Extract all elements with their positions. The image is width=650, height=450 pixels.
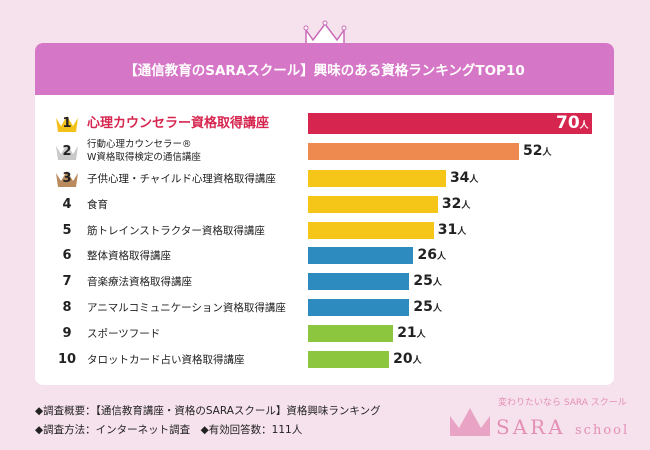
ranking-row: 6 整体資格取得講座 26人 bbox=[35, 243, 614, 269]
bar bbox=[308, 113, 592, 134]
rank-number: 10 bbox=[57, 352, 77, 367]
value-label: 25人 bbox=[413, 299, 442, 315]
bar bbox=[308, 222, 434, 239]
value-label: 32人 bbox=[441, 196, 471, 212]
rank-number: 3 bbox=[62, 171, 72, 186]
bar bbox=[308, 273, 410, 290]
bar bbox=[308, 299, 410, 316]
category-label: 食育 bbox=[87, 199, 108, 211]
logo-name: SARA school bbox=[496, 415, 630, 439]
rank-number: 8 bbox=[62, 300, 72, 315]
rank-number: 6 bbox=[62, 248, 72, 263]
ranking-row: 8 アニマルコミュニケーション資格取得講座 25人 bbox=[35, 295, 614, 321]
bar bbox=[308, 325, 394, 342]
ranking-row: 1 心理カウンセラー資格取得講座 70人 bbox=[35, 111, 614, 137]
category-label: スポーツフード bbox=[87, 328, 161, 340]
ranking-row: 9 スポーツフード 21人 bbox=[35, 321, 614, 347]
bronze-crown-icon bbox=[56, 171, 78, 187]
ranking-card: 【通信教育のSARAスクール】興味のある資格ランキングTOP10 1 心理カウンセ… bbox=[35, 43, 614, 385]
category-label: 子供心理・チャイルド心理資格取得講座 bbox=[87, 173, 276, 185]
category-label: タロットカード占い資格取得講座 bbox=[87, 354, 245, 366]
ranking-row: 10 タロットカード占い資格取得講座 20人 bbox=[35, 347, 614, 373]
bar bbox=[308, 143, 519, 160]
value-label: 31人 bbox=[437, 222, 467, 238]
bar bbox=[308, 170, 446, 187]
chart-title: 【通信教育のSARAスクール】興味のある資格ランキングTOP10 bbox=[35, 43, 614, 95]
rank-number: 9 bbox=[62, 326, 72, 341]
sara-school-logo: 変わりたいなら SARA スクール SARA school bbox=[448, 398, 648, 444]
ranking-row: 3 子供心理・チャイルド心理資格取得講座 34人 bbox=[35, 166, 614, 192]
rank-number: 2 bbox=[62, 144, 72, 159]
logo-crown-icon bbox=[450, 408, 490, 436]
category-label: 行動心理カウンセラー® W資格取得検定の通信講座 bbox=[87, 139, 201, 163]
category-label: 心理カウンセラー資格取得講座 bbox=[87, 116, 270, 131]
rank-number: 5 bbox=[62, 223, 72, 238]
value-label: 52人 bbox=[522, 143, 552, 159]
ranking-row: 4 食育 32人 bbox=[35, 192, 614, 218]
logo-tagline: 変わりたいなら SARA スクール bbox=[498, 398, 627, 408]
rank-number: 1 bbox=[62, 116, 72, 131]
category-label: 筋トレインストラクター資格取得講座 bbox=[87, 225, 265, 237]
category-label: 整体資格取得講座 bbox=[87, 250, 171, 262]
survey-method: ◆調査方法：インターネット調査 ◆有効回答数：111人 bbox=[35, 424, 303, 436]
gold-crown-icon bbox=[56, 116, 78, 132]
silver-crown-icon bbox=[56, 144, 78, 160]
ranking-row: 2 行動心理カウンセラー® W資格取得検定の通信講座 52人 bbox=[35, 139, 614, 165]
value-label: 70人 bbox=[556, 113, 589, 133]
bar bbox=[308, 196, 438, 213]
value-label: 26人 bbox=[417, 247, 446, 263]
value-label: 21人 bbox=[397, 325, 426, 341]
category-label: 音楽療法資格取得講座 bbox=[87, 276, 192, 288]
survey-notes: ◆調査概要：【通信教育講座・資格のSARAスクール】資格興味ランキング ◆調査方… bbox=[35, 402, 381, 440]
rank-number: 7 bbox=[62, 274, 72, 289]
value-label: 20人 bbox=[393, 351, 422, 367]
bar bbox=[308, 247, 414, 264]
value-label: 25人 bbox=[413, 273, 442, 289]
ranking-row: 7 音楽療法資格取得講座 25人 bbox=[35, 269, 614, 295]
rank-number: 4 bbox=[62, 197, 72, 212]
ranking-row: 5 筋トレインストラクター資格取得講座 31人 bbox=[35, 218, 614, 244]
survey-overview: ◆調査概要：【通信教育講座・資格のSARAスクール】資格興味ランキング bbox=[35, 405, 381, 417]
value-label: 34人 bbox=[449, 170, 479, 186]
bar bbox=[308, 351, 390, 368]
category-label: アニマルコミュニケーション資格取得講座 bbox=[87, 302, 286, 314]
